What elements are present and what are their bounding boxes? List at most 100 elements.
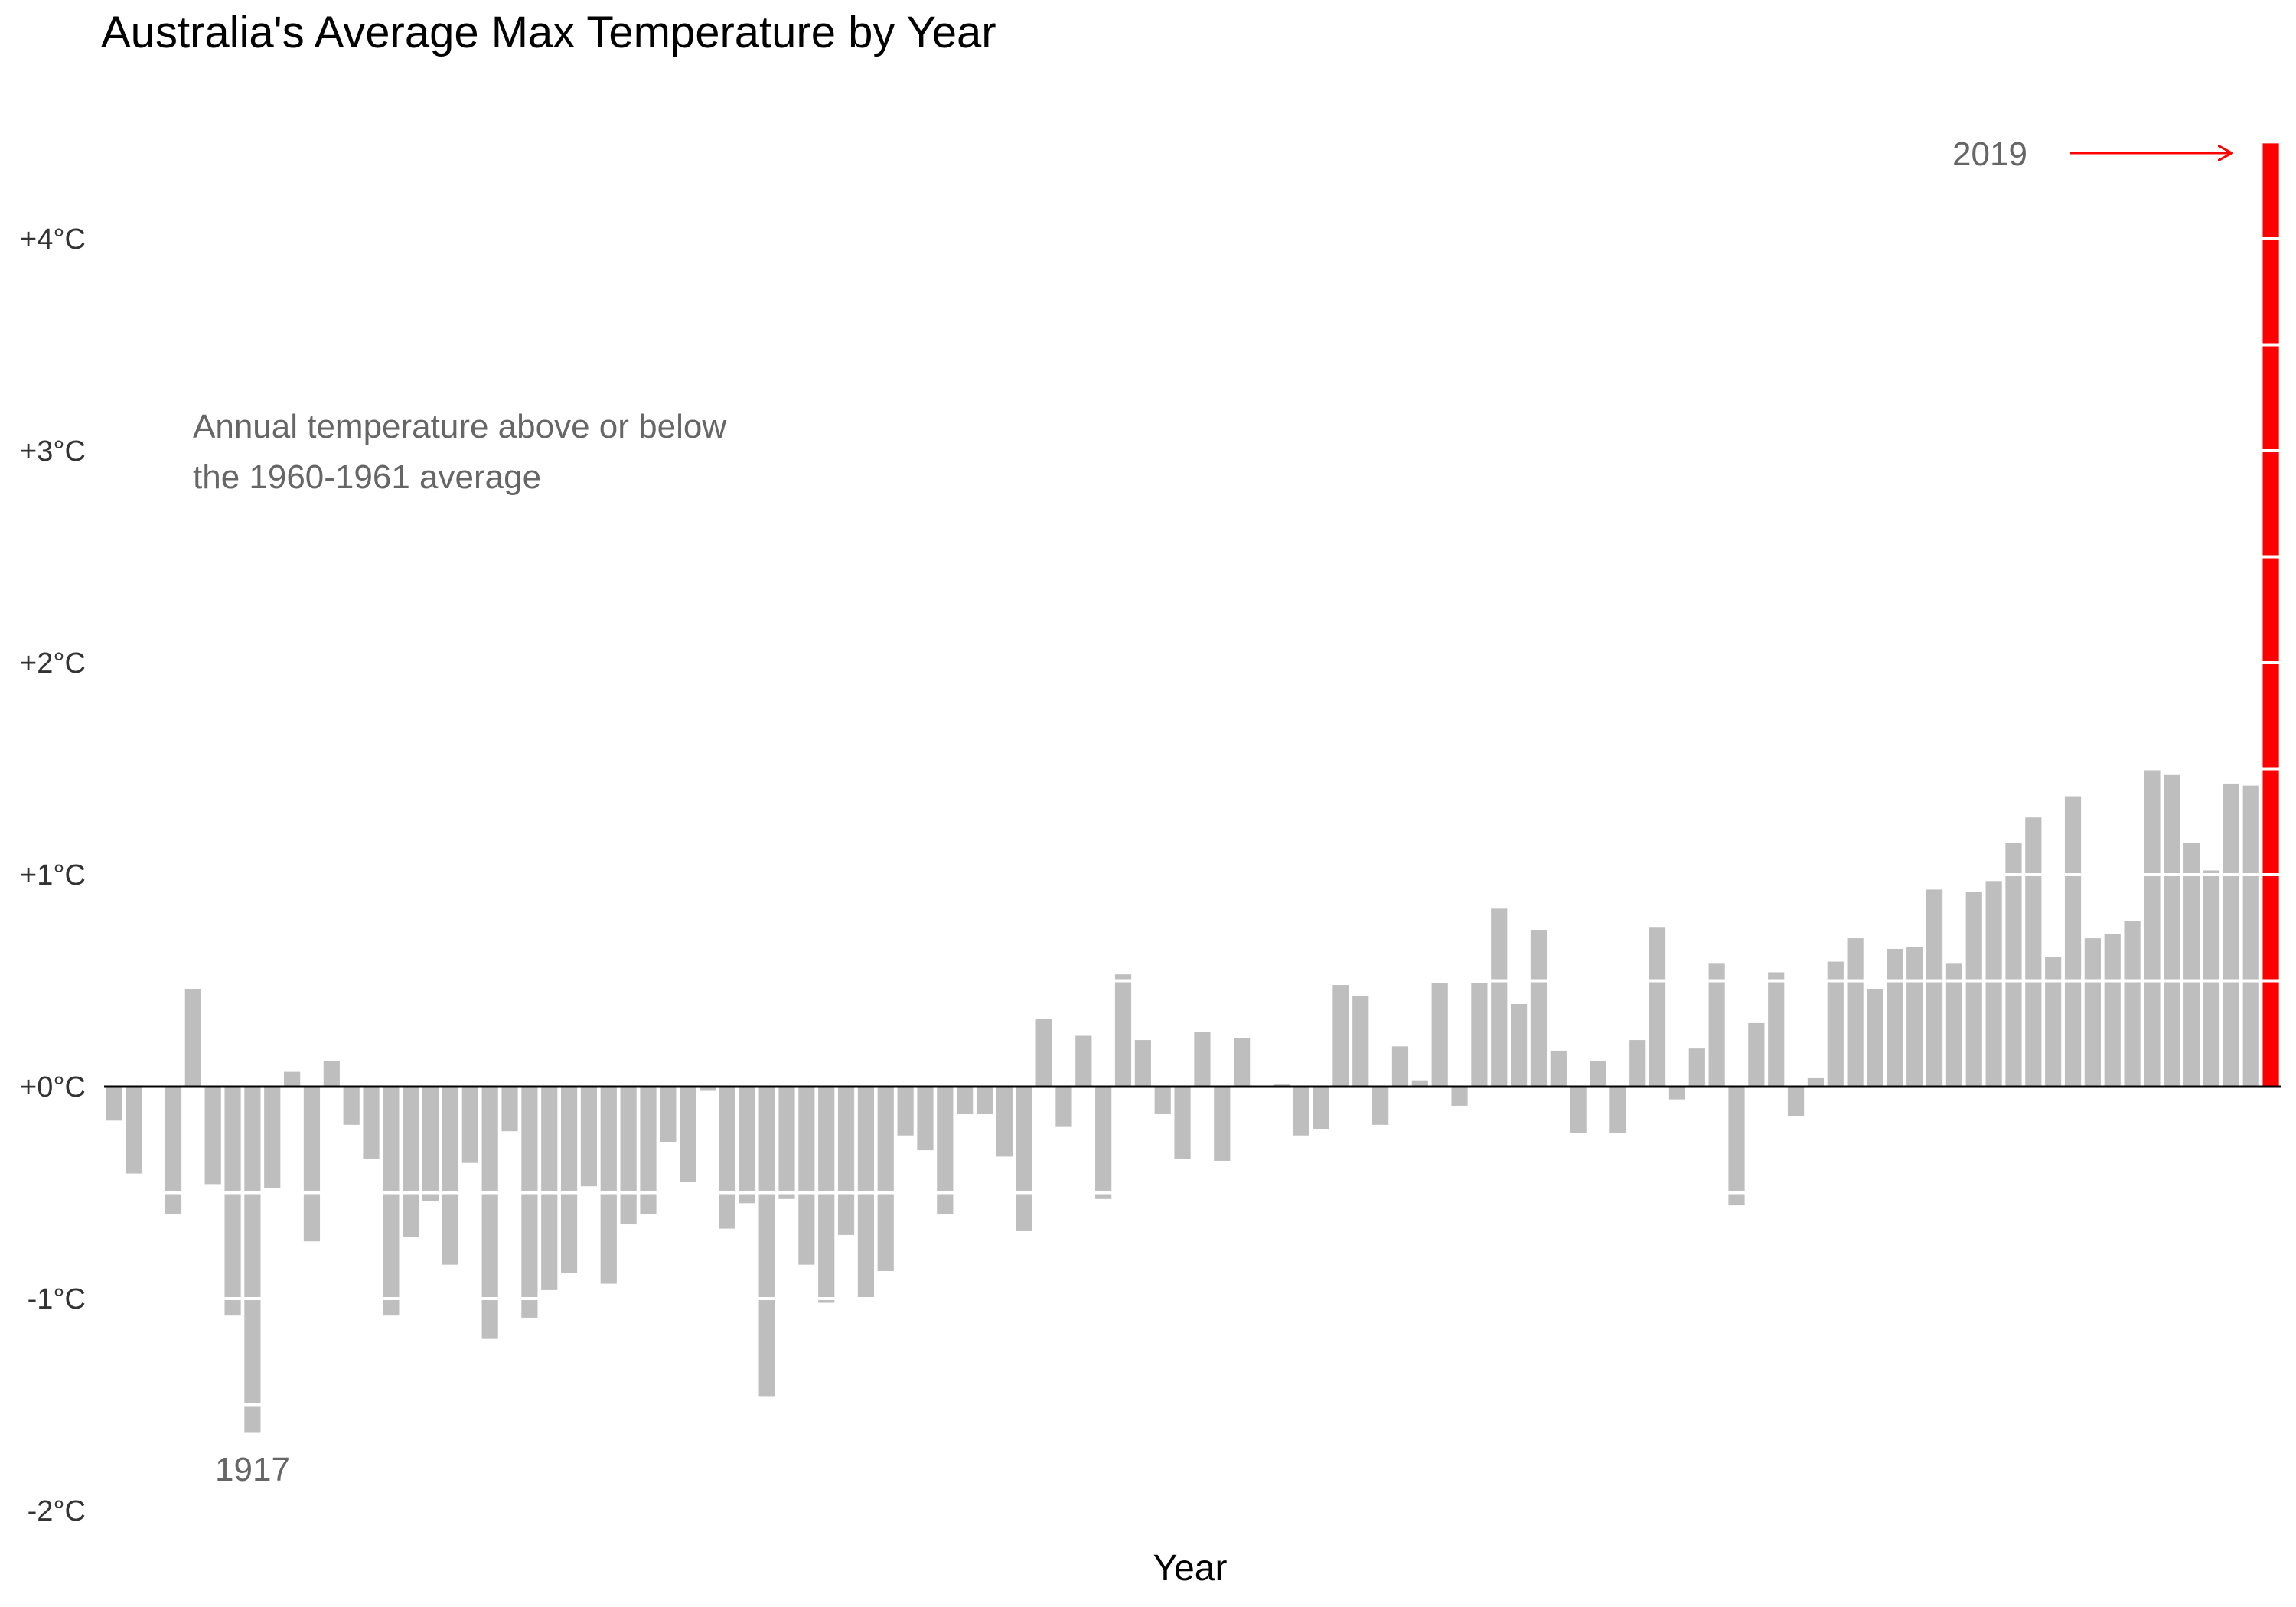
bar: [600, 1087, 617, 1284]
bar: [976, 1087, 993, 1115]
bar-separators: [104, 237, 2281, 1407]
bar: [640, 1087, 657, 1214]
bar: [2045, 957, 2062, 1087]
bar: [165, 1087, 182, 1214]
bar: [1411, 1080, 1428, 1087]
bar: [758, 1087, 775, 1397]
bar: [778, 1087, 795, 1199]
bar: [323, 1061, 340, 1087]
bar: [1491, 908, 1508, 1087]
bar: [2183, 843, 2200, 1087]
bar: [957, 1087, 974, 1115]
bar: [264, 1087, 281, 1188]
bar: [560, 1087, 578, 1273]
bar: [1827, 961, 1844, 1087]
bar: [1391, 1046, 1409, 1087]
y-tick-label: -1°C: [28, 1283, 86, 1315]
bar: [897, 1087, 914, 1136]
bar: [1708, 963, 1725, 1087]
bar: [699, 1087, 716, 1091]
bar: [541, 1087, 558, 1290]
bar: [184, 989, 201, 1087]
bar: [1530, 930, 1548, 1087]
bar: [1985, 881, 2002, 1087]
bar: [303, 1087, 321, 1242]
bar-highlight: [2262, 143, 2279, 1087]
bar: [442, 1087, 459, 1265]
bar: [620, 1087, 637, 1225]
y-tick-label: -2°C: [28, 1495, 86, 1527]
bar: [1768, 972, 1785, 1087]
bar: [363, 1087, 380, 1159]
bar: [106, 1087, 122, 1121]
bar: [660, 1087, 677, 1143]
bar: [1293, 1087, 1309, 1136]
y-tick-label: +0°C: [20, 1071, 86, 1103]
bar: [481, 1087, 498, 1339]
bar: [1174, 1087, 1191, 1159]
bar: [877, 1087, 894, 1271]
bar: [1154, 1087, 1171, 1115]
bar: [1748, 1022, 1765, 1087]
bar: [719, 1087, 736, 1229]
bar: [2104, 934, 2121, 1087]
bar: [1926, 889, 1943, 1087]
bar: [1431, 983, 1448, 1087]
bar: [2242, 785, 2259, 1087]
bar: [1945, 963, 1962, 1087]
bar: [680, 1087, 696, 1182]
bar: [1511, 1003, 1528, 1087]
bar: [937, 1087, 954, 1214]
bar: [343, 1087, 360, 1125]
bar: [1787, 1087, 1805, 1116]
bar: [2084, 938, 2101, 1087]
bar: [1313, 1087, 1329, 1129]
x-axis-label: Year: [1153, 1548, 1228, 1589]
bar: [1075, 1035, 1092, 1087]
annotation-line-2: the 1960-1961 average: [193, 458, 541, 496]
bar: [1649, 927, 1666, 1087]
bar: [2124, 921, 2141, 1087]
bar: [1965, 892, 1982, 1087]
bar: [1035, 1019, 1052, 1087]
bar: [917, 1087, 934, 1151]
annotation-line-1: Annual temperature above or below: [193, 408, 726, 445]
bar: [1609, 1087, 1626, 1133]
y-tick-label: +3°C: [20, 435, 86, 468]
y-tick-label: +2°C: [20, 647, 86, 680]
bar: [1847, 938, 1864, 1087]
bar: [224, 1087, 241, 1316]
bar: [1807, 1077, 1825, 1087]
y-tick-label: +4°C: [20, 223, 86, 256]
bars: [104, 143, 2281, 1433]
bar: [996, 1087, 1013, 1157]
bar: [204, 1087, 221, 1185]
bar: [1590, 1061, 1606, 1087]
bar: [1214, 1087, 1231, 1161]
bar: [521, 1087, 538, 1318]
bar: [2064, 796, 2082, 1087]
bar: [1550, 1050, 1567, 1087]
bar: [244, 1087, 261, 1433]
bar: [1688, 1048, 1705, 1087]
bar: [1668, 1087, 1686, 1100]
bar: [818, 1087, 835, 1303]
bar: [1194, 1031, 1211, 1087]
bar: [461, 1087, 478, 1163]
bar: [126, 1087, 142, 1174]
bar: [2025, 817, 2042, 1087]
bar: [2005, 843, 2022, 1087]
bar: [1451, 1087, 1468, 1106]
bar: [1332, 985, 1349, 1087]
bar: [284, 1071, 301, 1087]
bar: [1372, 1087, 1389, 1125]
bar: [1867, 989, 1883, 1087]
bar: [403, 1087, 419, 1237]
y-tick-label: +1°C: [20, 859, 86, 892]
bar: [580, 1087, 598, 1187]
bar: [1055, 1087, 1072, 1127]
bar: [1234, 1038, 1251, 1087]
bar: [1352, 995, 1369, 1087]
annotations: Annual temperature above or below the 19…: [193, 135, 2232, 1488]
